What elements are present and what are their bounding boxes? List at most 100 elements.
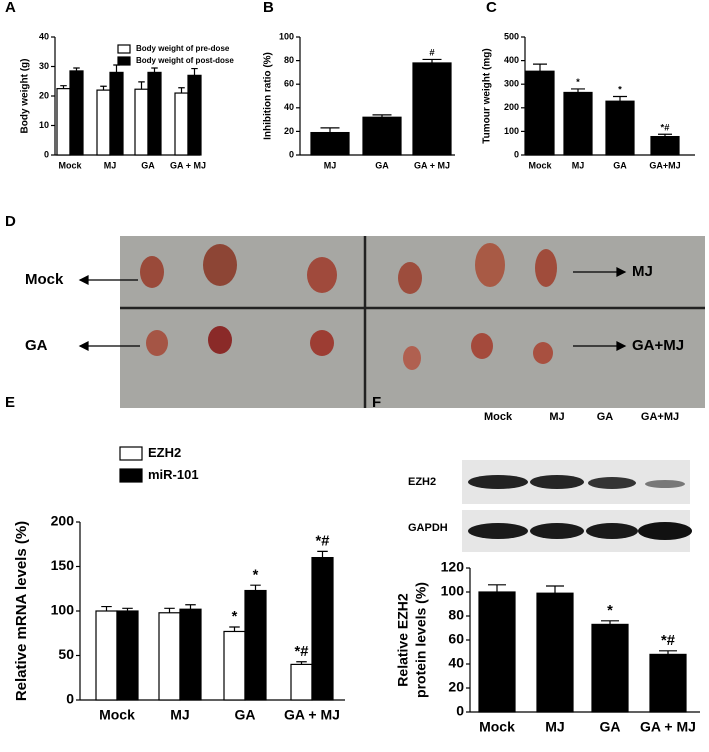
bar xyxy=(109,71,124,156)
bar xyxy=(290,663,313,701)
y-tick-label: 120 xyxy=(441,559,465,575)
x-tick-label: GA xyxy=(600,719,621,735)
annotation: * xyxy=(607,603,613,619)
panel-letter: D xyxy=(5,213,16,230)
blot-column-label: GA xyxy=(597,411,614,423)
x-tick-label: GA+MJ xyxy=(649,160,680,170)
bar xyxy=(649,653,687,713)
y-tick-label: 500 xyxy=(504,31,519,41)
error-bar xyxy=(185,604,196,610)
bar xyxy=(525,70,555,156)
x-tick-label: MJ xyxy=(104,160,117,170)
bar xyxy=(174,92,189,156)
blot-column-label: GA+MJ xyxy=(641,411,679,423)
error-bar xyxy=(613,95,627,102)
blot-column-label: Mock xyxy=(484,411,513,423)
legend-label: miR-101 xyxy=(148,467,199,482)
y-tick-label: 10 xyxy=(39,120,49,130)
error-bar xyxy=(191,67,198,76)
y-tick-label: 100 xyxy=(279,31,294,41)
error-bar xyxy=(296,661,307,665)
group-label: GA+MJ xyxy=(632,337,684,354)
error-bar xyxy=(601,620,619,625)
error-bar xyxy=(101,605,112,611)
bar xyxy=(311,556,334,701)
error-bar xyxy=(658,133,672,137)
y-tick-label: 40 xyxy=(448,655,464,671)
x-tick-label: GA xyxy=(141,160,155,170)
bar xyxy=(56,88,71,156)
annotation: *# xyxy=(316,533,330,549)
y-axis-label: protein levels (%) xyxy=(413,582,429,698)
error-bar xyxy=(317,550,328,558)
blot-column-label: MJ xyxy=(549,411,564,423)
error-bar xyxy=(546,585,564,594)
y-axis-label: Tumour weight (mg) xyxy=(482,48,493,143)
y-axis-label: Inhibition ratio (%) xyxy=(263,52,274,140)
group-label: MJ xyxy=(632,263,653,280)
bar xyxy=(650,135,680,156)
y-tick-label: 20 xyxy=(39,90,49,100)
y-tick-label: 40 xyxy=(284,102,294,112)
bar xyxy=(605,100,635,156)
legend-swatch xyxy=(119,468,143,483)
tumour-photo xyxy=(120,236,705,408)
blot-row-label: GAPDH xyxy=(408,522,448,534)
panel-letter: C xyxy=(486,0,497,16)
y-tick-label: 60 xyxy=(448,631,464,647)
y-tick-label: 0 xyxy=(456,703,464,719)
x-tick-label: GA xyxy=(375,160,389,170)
annotation: *# xyxy=(661,122,671,133)
error-bar xyxy=(533,63,547,72)
legend-label: EZH2 xyxy=(148,445,181,460)
error-bar xyxy=(60,85,67,89)
error-bar xyxy=(73,67,80,71)
y-tick-label: 0 xyxy=(44,149,49,159)
x-tick-label: Mock xyxy=(99,707,135,723)
y-tick-label: 20 xyxy=(284,126,294,136)
annotation: * xyxy=(232,609,238,625)
blot-row-label: EZH2 xyxy=(408,476,436,488)
x-tick-label: GA xyxy=(235,707,256,723)
error-bar xyxy=(488,584,506,592)
error-bar xyxy=(178,87,185,94)
x-tick-label: MJ xyxy=(324,160,337,170)
x-tick-label: Mock xyxy=(479,719,515,735)
bar xyxy=(536,592,574,713)
panel-letter: A xyxy=(5,0,16,16)
y-tick-label: 200 xyxy=(504,102,519,112)
error-bar xyxy=(122,607,133,611)
y-tick-label: 400 xyxy=(504,55,519,65)
bar xyxy=(244,589,267,701)
y-tick-label: 40 xyxy=(39,31,49,41)
bar xyxy=(158,612,181,701)
panel-letter: B xyxy=(263,0,274,16)
x-tick-label: MJ xyxy=(170,707,189,723)
panel-letter: F xyxy=(372,394,381,411)
y-tick-label: 100 xyxy=(441,583,465,599)
bar xyxy=(563,91,593,156)
legend-swatch xyxy=(119,446,143,461)
bar xyxy=(591,623,629,713)
error-bar xyxy=(113,64,120,73)
x-tick-label: GA + MJ xyxy=(284,707,340,723)
y-tick-label: 300 xyxy=(504,79,519,89)
bar xyxy=(187,74,202,156)
error-bar xyxy=(151,67,158,73)
y-tick-label: 50 xyxy=(58,646,74,662)
error-bar xyxy=(659,650,677,655)
error-bar xyxy=(571,88,585,93)
y-tick-label: 150 xyxy=(51,557,75,573)
x-tick-label: GA + MJ xyxy=(414,160,450,170)
bar xyxy=(134,88,149,156)
y-axis-label: Relative mRNA levels (%) xyxy=(13,521,30,701)
annotation: * xyxy=(618,85,622,96)
x-tick-label: GA + MJ xyxy=(640,719,696,735)
y-tick-label: 60 xyxy=(284,79,294,89)
y-tick-label: 200 xyxy=(51,513,75,529)
legend-swatch xyxy=(117,44,131,54)
y-tick-label: 0 xyxy=(289,149,294,159)
bar xyxy=(95,610,118,701)
error-bar xyxy=(422,58,442,63)
